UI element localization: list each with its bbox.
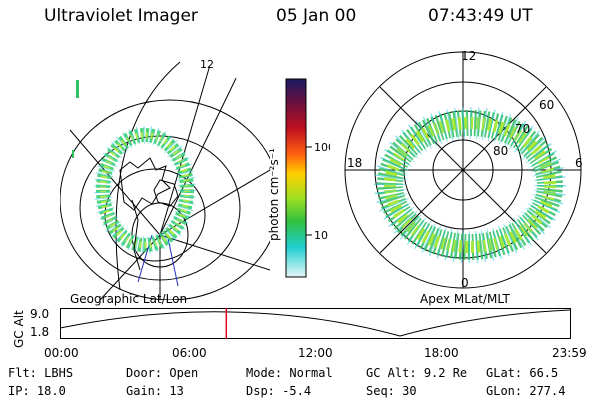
alt-xtick-4: 23:59 xyxy=(552,346,587,360)
mlt-label-12: 12 xyxy=(461,49,476,63)
door-info: Door: Open xyxy=(126,366,199,380)
mlat-label-60: 60 xyxy=(539,98,554,112)
mode-info: Mode: Normal xyxy=(246,366,333,380)
date-label: 05 Jan 00 xyxy=(276,6,357,26)
filter-info: Flt: LBHS xyxy=(8,366,74,380)
mlt-label-18: 18 xyxy=(347,156,362,170)
colorbar-tick-10: 10 xyxy=(314,229,328,242)
time-label: 07:43:49 UT xyxy=(428,6,533,26)
alt-plot-ylabel: GC Alt xyxy=(12,310,26,348)
colorbar: 100 10 photon cm⁻²s⁻¹ xyxy=(267,78,330,278)
geographic-caption: Geographic Lat/Lon xyxy=(70,292,188,306)
mlat-label-70: 70 xyxy=(515,122,530,136)
gc-alt-info: GC Alt: 9.2 Re xyxy=(366,366,468,380)
instrument-title: Ultraviolet Imager xyxy=(44,6,198,26)
alt-xtick-0: 00:00 xyxy=(44,346,79,360)
alt-xtick-3: 18:00 xyxy=(424,346,459,360)
mlt-label-0: 0 xyxy=(461,276,469,290)
mlt-label-6: 6 xyxy=(575,156,583,170)
alt-xtick-2: 12:00 xyxy=(298,346,333,360)
geo-lon-label: 12 xyxy=(200,58,214,71)
seq-info: Seq: 30 xyxy=(366,384,417,398)
glon-info: GLon: 277.4 xyxy=(486,384,566,398)
mlat-label-80: 80 xyxy=(493,144,508,158)
altitude-plot xyxy=(60,308,571,339)
polar-plot: 12 18 6 0 60 70 80 xyxy=(344,49,583,290)
apex-caption: Apex MLat/MLT xyxy=(420,292,510,306)
alt-xtick-1: 06:00 xyxy=(172,346,207,360)
colorbar-tick-100: 100 xyxy=(314,141,330,154)
geographic-map: 12 xyxy=(60,58,270,300)
gain-info: Gain: 13 xyxy=(126,384,184,398)
ip-info: IP: 18.0 xyxy=(8,384,66,398)
colorbar-label: photon cm⁻²s⁻¹ xyxy=(267,148,281,241)
glat-info: GLat: 66.5 xyxy=(486,366,559,380)
alt-plot-ytick-top: 9.0 xyxy=(30,307,50,321)
dsp-info: Dsp: -5.4 xyxy=(246,384,312,398)
alt-plot-ytick-bottom: 1.8 xyxy=(30,325,50,339)
